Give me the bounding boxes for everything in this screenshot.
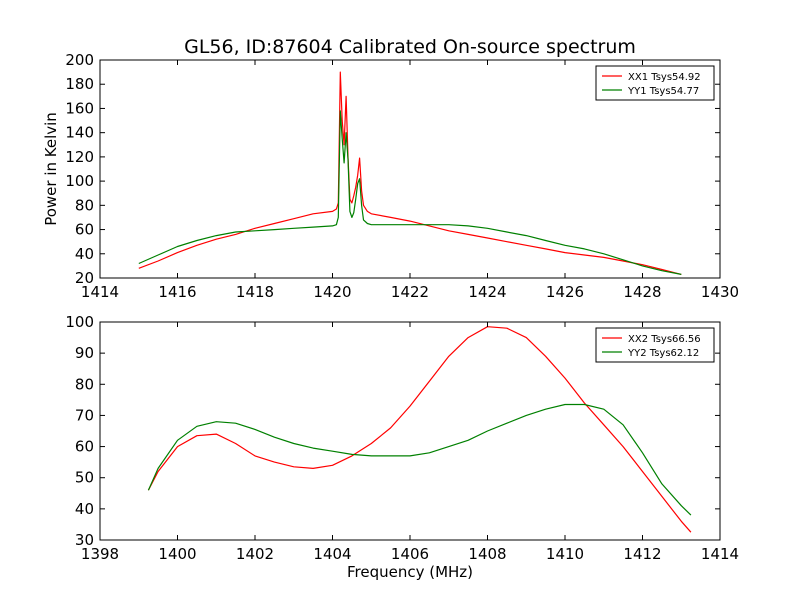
- x-tick-label-1-5: 1408: [468, 545, 506, 563]
- legend-1: [595, 327, 715, 363]
- y-tick-label-0-0: 20: [75, 269, 94, 287]
- legend-label-0-0: XX1 Tsys54.92: [628, 72, 701, 83]
- x-tick-label-1-2: 1402: [236, 545, 274, 563]
- x-tick-label-1-1: 1400: [158, 545, 196, 563]
- legend-label-1-0: XX2 Tsys66.56: [628, 334, 701, 345]
- x-tick-label-0-5: 1424: [468, 283, 506, 301]
- x-tick-label-0-0: 1414: [81, 283, 119, 301]
- y-tick-label-0-9: 200: [65, 51, 94, 69]
- y-axis-label-0: Power in Kelvin: [42, 112, 60, 226]
- x-tick-label-0-1: 1416: [158, 283, 196, 301]
- y-tick-label-1-3: 60: [75, 438, 94, 456]
- y-tick-label-0-8: 180: [65, 75, 94, 93]
- x-tick-label-0-2: 1418: [236, 283, 274, 301]
- y-tick-label-1-0: 30: [75, 531, 94, 549]
- legend-label-1-1: YY2 Tsys62.12: [627, 348, 699, 359]
- series-line-1-1: [147, 403, 692, 516]
- series-line-0-0: [138, 71, 682, 275]
- x-tick-label-0-3: 1420: [313, 283, 351, 301]
- bottom-plot-panel: 1398 1400 1402 1404 1406 1408 1410 1412 1414 30 40…: [65, 313, 739, 563]
- top-plot-panel: 1414 1416 1418 1420 1422 1424 1426 1428 1430 20 40…: [42, 51, 739, 301]
- y-tick-label-0-2: 60: [75, 221, 94, 239]
- x-tick-label-1-6: 1410: [546, 545, 584, 563]
- x-tick-label-0-4: 1422: [391, 283, 429, 301]
- y-tick-label-0-3: 80: [75, 196, 94, 214]
- y-tick-label-1-5: 80: [75, 375, 94, 393]
- y-tick-label-1-1: 40: [75, 500, 94, 518]
- y-tick-label-0-6: 140: [65, 124, 94, 142]
- y-tick-label-0-1: 40: [75, 245, 94, 263]
- y-tick-label-0-4: 100: [65, 172, 94, 190]
- figure-title: GL56, ID:87604 Calibrated On-source spec…: [184, 36, 636, 58]
- series-line-1-0: [147, 326, 692, 533]
- x-tick-label-1-7: 1412: [623, 545, 661, 563]
- x-axis-label: Frequency (MHz): [347, 563, 473, 581]
- x-tick-label-1-8: 1414: [701, 545, 739, 563]
- y-tick-label-1-4: 70: [75, 406, 94, 424]
- legend-label-0-1: YY1 Tsys54.77: [627, 86, 699, 97]
- x-tick-label-1-3: 1404: [313, 545, 351, 563]
- y-tick-label-1-6: 90: [75, 344, 94, 362]
- y-tick-label-0-5: 120: [65, 148, 94, 166]
- y-tick-label-1-2: 50: [75, 469, 94, 487]
- series-line-0-1: [138, 110, 682, 275]
- x-tick-label-0-7: 1428: [623, 283, 661, 301]
- x-tick-label-0-6: 1426: [546, 283, 584, 301]
- y-tick-label-0-7: 160: [65, 99, 94, 117]
- y-tick-label-1-7: 100: [65, 313, 94, 331]
- x-tick-label-1-4: 1406: [391, 545, 429, 563]
- x-tick-label-1-0: 1398: [81, 545, 119, 563]
- x-tick-label-0-8: 1430: [701, 283, 739, 301]
- legend-0: [595, 65, 715, 101]
